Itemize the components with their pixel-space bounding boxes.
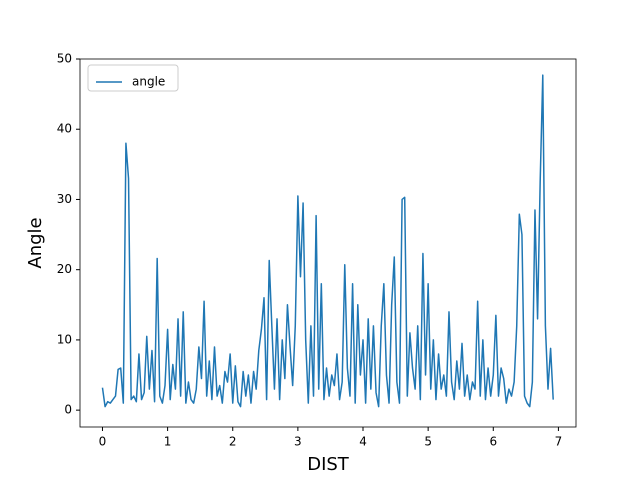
y-tick-label: 50 — [57, 52, 72, 66]
y-axis-label: Angle — [25, 217, 46, 268]
x-tick-label: 1 — [164, 435, 172, 449]
x-tick-label: 6 — [489, 435, 497, 449]
x-axis-label: DIST — [307, 454, 350, 475]
x-tick-label: 5 — [424, 435, 432, 449]
y-tick-label: 20 — [57, 262, 72, 276]
y-tick-label: 40 — [57, 122, 72, 136]
x-tick-label: 4 — [359, 435, 367, 449]
data-line — [101, 74, 554, 408]
x-tick-label: 0 — [99, 435, 107, 449]
x-tick-label: 3 — [294, 435, 302, 449]
plot-frame — [79, 58, 577, 428]
y-tick-label: 30 — [57, 192, 72, 206]
legend-label: angle — [132, 75, 165, 89]
x-tick-label: 7 — [555, 435, 563, 449]
y-tick-label: 10 — [57, 332, 72, 346]
y-tick-label: 0 — [64, 403, 72, 417]
legend-box — [87, 64, 179, 92]
x-tick-label: 2 — [229, 435, 237, 449]
